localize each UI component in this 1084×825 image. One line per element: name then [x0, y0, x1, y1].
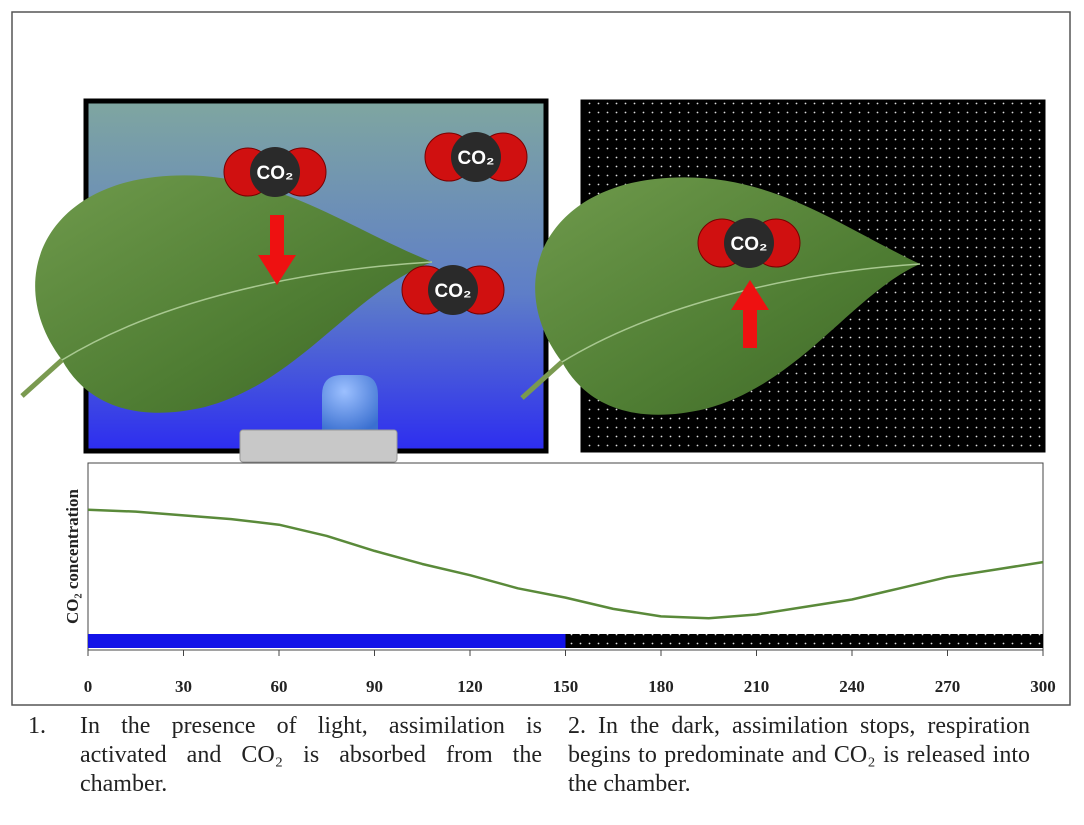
x-tick-label: 0 [84, 677, 93, 696]
co2-molecule: CO₂ [424, 132, 528, 182]
carbon-atom [428, 265, 478, 315]
figure-border [11, 11, 1071, 706]
chart-frame [87, 462, 1044, 651]
illustration-and-chart: CO₂ CO₂ CO₂ CO₂ 0 30 60 90 120 150 180 210 240 270 300… [11, 11, 1071, 706]
x-tick-label: 30 [175, 677, 192, 696]
x-tick-label: 90 [366, 677, 383, 696]
carbon-atom [250, 147, 300, 197]
x-tick-label: 120 [457, 677, 483, 696]
co2-molecule: CO₂ [697, 218, 801, 268]
leaf-left [20, 175, 433, 413]
molecule-label: CO₂ [257, 163, 294, 184]
x-tick-label: 240 [839, 677, 865, 696]
caption-number: 1. [28, 713, 46, 739]
arrow-down [258, 215, 296, 285]
x-tick-label: 270 [935, 677, 961, 696]
x-tick-label: 60 [271, 677, 288, 696]
caption-text: In the presence of light, assimilation i… [80, 713, 542, 797]
caption-number: 2. [568, 713, 586, 739]
carbon-atom [724, 218, 774, 268]
x-tick-label: 180 [648, 677, 674, 696]
co2-molecule: CO₂ [401, 265, 505, 315]
x-tick-label: 300 [1030, 677, 1056, 696]
arrow-up [731, 280, 769, 348]
leaf-right [520, 177, 921, 415]
molecule-label: CO₂ [458, 148, 495, 169]
y-axis-label: CO₂ concentration [63, 488, 82, 623]
carbon-atom [451, 132, 501, 182]
phase-bar [88, 634, 566, 648]
molecule-label: CO₂ [435, 281, 472, 302]
lamp-dome [322, 375, 378, 430]
lamp-base [239, 429, 398, 463]
co2-molecule: CO₂ [223, 147, 327, 197]
caption-text: In the dark, assimilation stops, respira… [568, 713, 1030, 797]
x-tick-label: 150 [553, 677, 579, 696]
molecule-label: CO₂ [731, 234, 768, 255]
x-tick-label: 210 [744, 677, 770, 696]
phase-bar [565, 634, 1043, 648]
caption: 2. In the dark, assimilation stops, resp… [568, 712, 1030, 799]
data-line [87, 508, 1044, 620]
